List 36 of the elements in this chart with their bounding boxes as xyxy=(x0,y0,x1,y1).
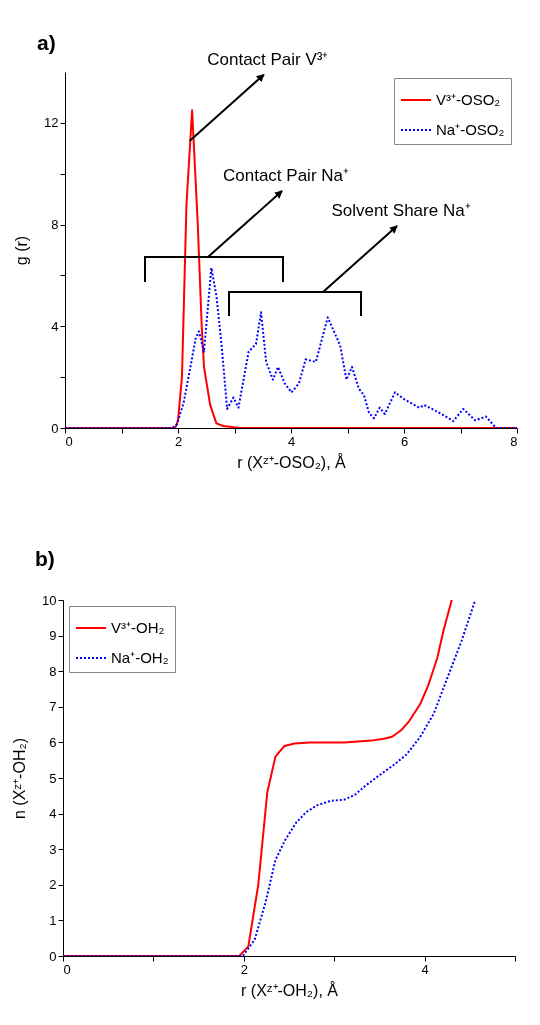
y-tick-label: 8 xyxy=(51,217,59,233)
annotation: Contact Pair Na⁺ xyxy=(223,166,349,185)
legend-label: Na⁺-OH₂ xyxy=(111,649,169,666)
x-tick-label: 8 xyxy=(510,433,518,449)
y-tick-label: 5 xyxy=(49,770,57,786)
y-tick-label: 7 xyxy=(49,699,57,715)
x-tick-label: 4 xyxy=(287,433,296,449)
x-tick-label: 6 xyxy=(400,433,409,449)
x-tick-label: 2 xyxy=(240,961,248,977)
chart-title: b) xyxy=(35,547,55,570)
y-tick-label: 0 xyxy=(49,948,57,964)
y-axis-title: g (r) xyxy=(13,235,31,266)
y-tick-label: 1 xyxy=(49,912,57,928)
x-tick-label: 0 xyxy=(63,961,71,977)
legend-label: Na⁺-OSO₂ xyxy=(436,121,505,138)
x-tick-label: 2 xyxy=(174,433,183,449)
y-axis-title: n (Xᶻ⁺-OH₂) xyxy=(11,738,29,819)
x-axis-title: r (Xᶻ⁺-OSO₂), Å xyxy=(237,452,347,471)
y-tick-label: 4 xyxy=(51,318,59,334)
y-tick-label: 0 xyxy=(51,420,59,436)
chart-title: a) xyxy=(37,31,56,54)
annotation: Contact Pair V³⁺ xyxy=(207,49,329,69)
y-tick-label: 12 xyxy=(44,115,59,131)
annotation: Solvent Share Na⁺ xyxy=(331,201,471,220)
x-tick-label: 4 xyxy=(421,961,429,977)
y-tick-label: 2 xyxy=(49,877,57,893)
x-tick-label: 0 xyxy=(65,433,73,449)
y-tick-label: 10 xyxy=(42,592,57,608)
y-tick-label: 9 xyxy=(49,628,57,644)
y-tick-label: 4 xyxy=(49,806,57,822)
y-tick-label: 8 xyxy=(49,663,57,679)
x-axis-title: r (Xᶻ⁺-OH₂), Å xyxy=(241,980,339,999)
legend-label: V³⁺-OH₂ xyxy=(111,619,165,636)
y-tick-label: 6 xyxy=(49,734,57,750)
legend-label: V³⁺-OSO₂ xyxy=(436,91,501,108)
y-tick-label: 3 xyxy=(49,841,57,857)
